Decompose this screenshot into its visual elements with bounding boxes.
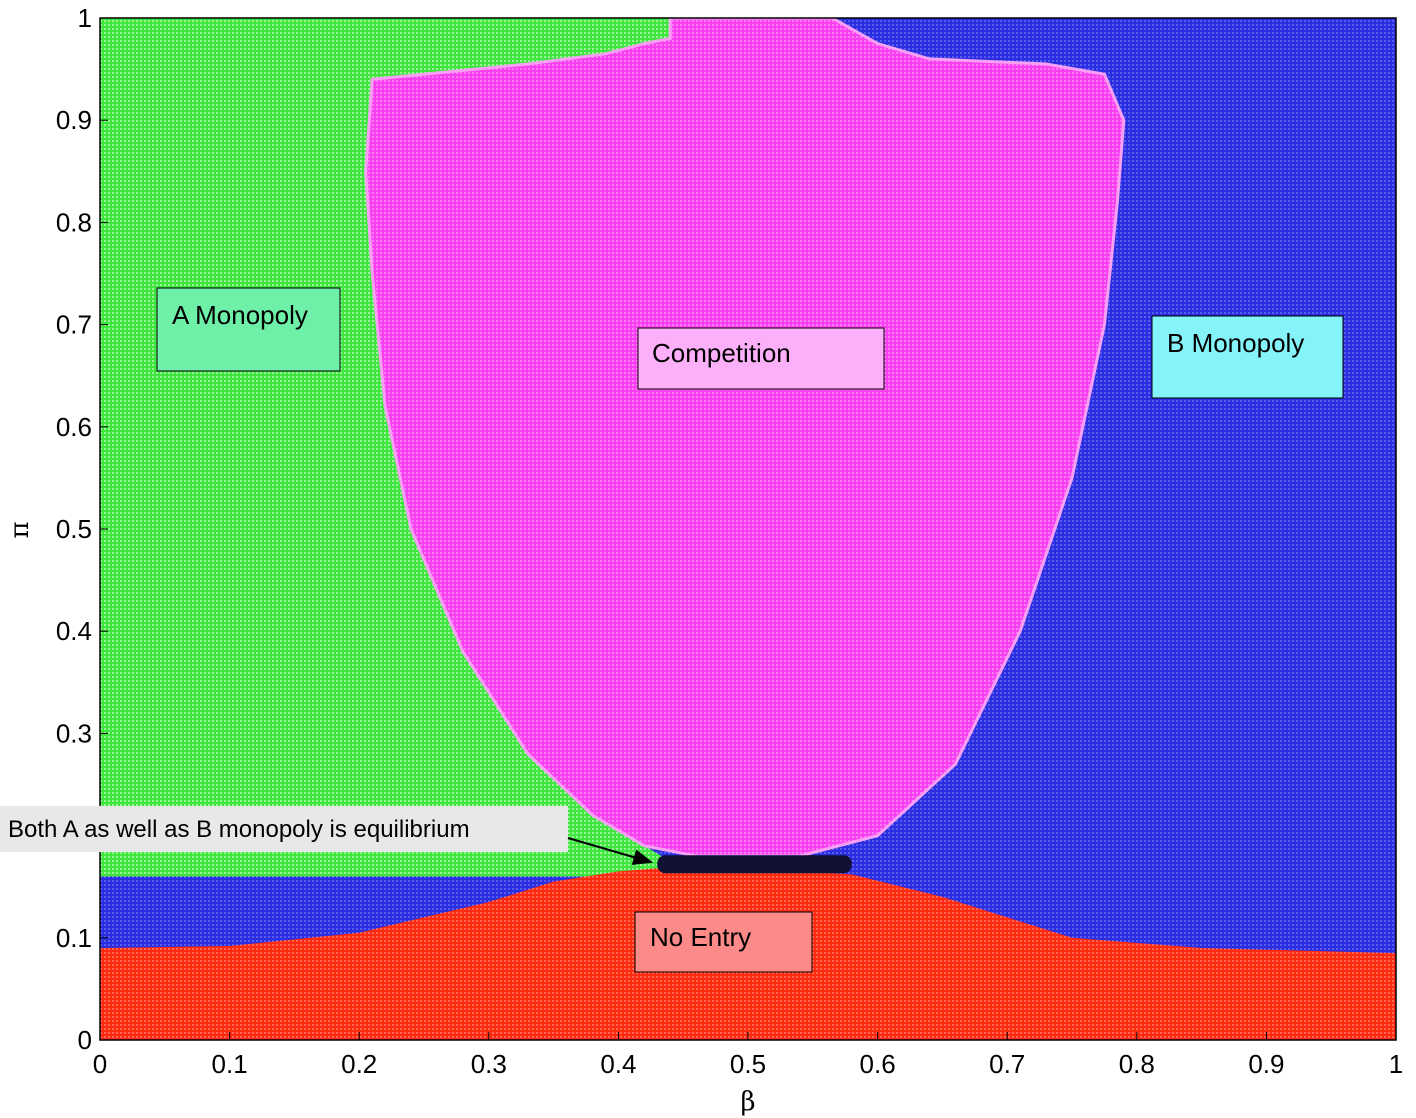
x-tick-label: 0.3 bbox=[471, 1049, 507, 1079]
x-axis: 0 0.1 0.2 0.3 0.4 0.5 0.6 0.7 0.8 0.9 1 bbox=[93, 1032, 1403, 1079]
a-monopoly-label-box: A Monopoly bbox=[156, 287, 341, 372]
no-entry-label-box: No Entry bbox=[634, 911, 813, 973]
y-tick-label: 0 bbox=[78, 1025, 92, 1055]
x-axis-label: β bbox=[740, 1087, 755, 1117]
y-tick-label: 0.4 bbox=[56, 616, 92, 646]
y-tick-label: 0.8 bbox=[56, 207, 92, 237]
y-tick-label: 0.3 bbox=[56, 718, 92, 748]
x-tick-label: 0.8 bbox=[1119, 1049, 1155, 1079]
y-tick-label: 0.6 bbox=[56, 412, 92, 442]
x-tick-label: 0 bbox=[93, 1049, 107, 1079]
x-tick-label: 0.6 bbox=[860, 1049, 896, 1079]
y-tick-label: 0.5 bbox=[56, 514, 92, 544]
x-tick-label: 0.5 bbox=[730, 1049, 766, 1079]
x-tick-label: 0.4 bbox=[600, 1049, 636, 1079]
competition-label-box: Competition bbox=[637, 327, 885, 390]
b-monopoly-label: B Monopoly bbox=[1167, 328, 1304, 358]
a-monopoly-region bbox=[100, 18, 697, 877]
a-monopoly-label: A Monopoly bbox=[172, 300, 308, 330]
y-tick-label: 0.1 bbox=[56, 923, 92, 953]
x-tick-label: 1 bbox=[1389, 1049, 1403, 1079]
no-entry-label: No Entry bbox=[650, 922, 751, 952]
x-tick-label: 0.1 bbox=[212, 1049, 248, 1079]
callout-text: Both A as well as B monopoly is equilibr… bbox=[8, 816, 470, 843]
both-equilibrium-region bbox=[657, 855, 852, 874]
x-tick-label: 0.7 bbox=[989, 1049, 1025, 1079]
y-tick-label: 0.9 bbox=[56, 105, 92, 135]
x-tick-label: 0.2 bbox=[341, 1049, 377, 1079]
y-tick-label: 0.7 bbox=[56, 310, 92, 340]
equilibrium-callout: Both A as well as B monopoly is equilibr… bbox=[0, 806, 654, 865]
b-monopoly-label-box: B Monopoly bbox=[1151, 315, 1344, 399]
y-axis-label: π bbox=[5, 521, 35, 538]
callout-box bbox=[0, 806, 568, 852]
x-tick-label: 0.9 bbox=[1248, 1049, 1284, 1079]
competition-label: Competition bbox=[652, 338, 791, 368]
y-tick-label: 1 bbox=[78, 3, 92, 33]
callout-arrow bbox=[567, 837, 654, 865]
